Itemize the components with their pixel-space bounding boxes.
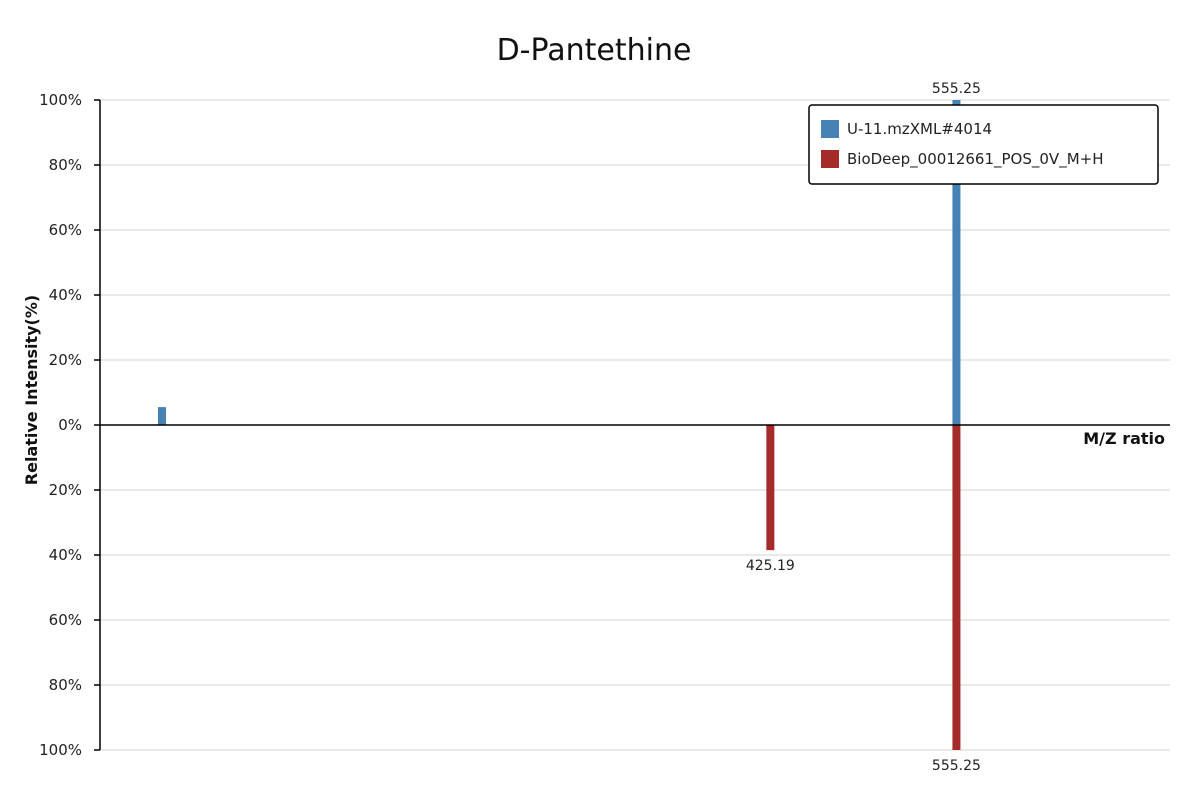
y-tick-label: 20% [49, 481, 82, 499]
y-tick-label: 80% [49, 676, 82, 694]
x-axis-label: M/Z ratio [1083, 429, 1165, 448]
peak-mz-label: 555.25 [932, 758, 981, 774]
legend-entry-label: BioDeep_00012661_POS_0V_M+H [847, 150, 1103, 169]
legend-box [808, 104, 1159, 185]
sample-peak-bar [158, 407, 166, 425]
y-tick-label: 20% [49, 351, 82, 369]
y-tick-label: 40% [49, 546, 82, 564]
y-tick-label: 0% [58, 416, 82, 434]
peak-mz-label: 555.25 [932, 81, 981, 97]
sample-peak-bar [952, 100, 961, 425]
legend-items: U-11.mzXML#4014 BioDeep_00012661_POS_0V_M… [821, 120, 1103, 169]
y-tick-label: 40% [49, 286, 82, 304]
legend-swatch [821, 120, 839, 138]
reference-peak-bar [766, 425, 775, 551]
grid-layer [100, 99, 1170, 751]
y-tick-label: 60% [49, 611, 82, 629]
peak-layer: 555.25 425.19 555.25 [158, 81, 981, 774]
y-tick-label: 80% [49, 156, 82, 174]
chart-title: D-Pantethine [497, 33, 692, 68]
reference-peak-bar [952, 425, 961, 750]
axis-layer [99, 100, 1170, 750]
y-tick-label: 60% [49, 221, 82, 239]
y-tick-label: 100% [39, 741, 82, 759]
y-tick-label: 100% [39, 91, 82, 109]
legend-swatch [821, 150, 839, 168]
peak-mz-label: 425.19 [746, 558, 795, 574]
y-tick-layer: 100% 80% 60% 40% 20% 0% 20% 40% 60% 80% 100% [39, 91, 100, 759]
legend-entry-label: U-11.mzXML#4014 [847, 120, 992, 138]
y-axis-label: Relative Intensity(%) [22, 295, 41, 485]
legend: U-11.mzXML#4014 BioDeep_00012661_POS_0V_M… [808, 104, 1159, 185]
